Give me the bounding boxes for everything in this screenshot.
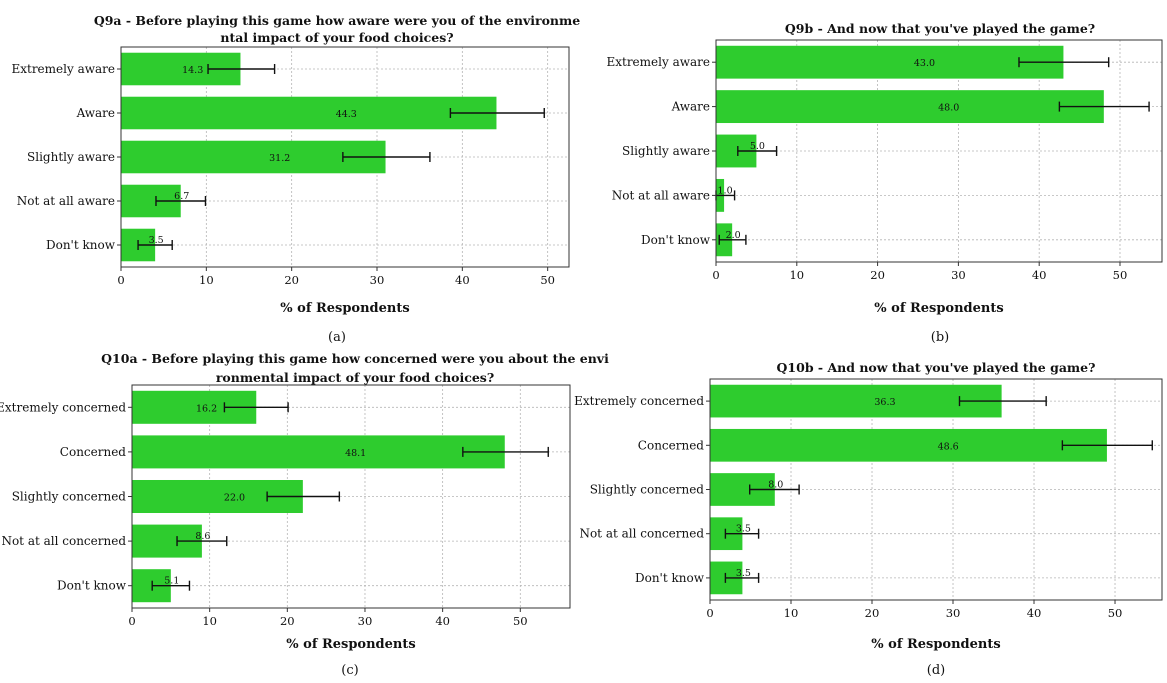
x-axis-label: % of Respondents xyxy=(286,637,415,652)
bar xyxy=(716,45,1064,79)
value-label: 8.0 xyxy=(768,480,783,491)
bar xyxy=(716,90,1104,124)
chart-title-line: ntal impact of your food choices? xyxy=(220,30,453,45)
panel-caption: (a) xyxy=(328,330,346,345)
category-label: Don't know xyxy=(46,238,116,252)
category-label: Slightly concerned xyxy=(590,483,705,497)
value-label: 1.0 xyxy=(718,185,733,196)
x-tick-label: 50 xyxy=(1108,606,1123,620)
x-tick-label: 50 xyxy=(1113,268,1128,282)
chart-panel-3: Q10b - And now that you've played the ga… xyxy=(574,360,1163,678)
x-tick-label: 40 xyxy=(1027,606,1042,620)
chart-title-line: Q10b - And now that you've played the ga… xyxy=(777,360,1096,375)
x-tick-label: 30 xyxy=(358,614,373,628)
value-label: 5.1 xyxy=(164,576,179,587)
plot-frame xyxy=(715,39,1163,263)
value-label: 43.0 xyxy=(914,58,935,69)
x-tick-label: 10 xyxy=(202,614,217,628)
x-tick-label: 30 xyxy=(946,606,961,620)
value-label: 48.0 xyxy=(938,103,959,114)
x-tick-label: 50 xyxy=(540,273,555,287)
value-label: 2.0 xyxy=(726,230,741,241)
value-label: 36.3 xyxy=(874,397,895,408)
category-label: Extremely aware xyxy=(606,55,710,69)
x-tick-label: 20 xyxy=(280,614,295,628)
category-label: Concerned xyxy=(60,445,127,459)
chart-panel-1: Q9b - And now that you've played the gam… xyxy=(606,21,1163,345)
category-label: Don't know xyxy=(57,579,127,593)
plot-frame xyxy=(120,46,570,268)
bar xyxy=(710,384,1002,418)
chart-title-line: Q10a - Before playing this game how conc… xyxy=(101,351,609,366)
value-label: 22.0 xyxy=(224,493,245,504)
category-label: Extremely concerned xyxy=(0,400,126,414)
bar xyxy=(121,96,497,130)
value-label: 8.6 xyxy=(195,531,210,542)
value-label: 3.5 xyxy=(736,524,751,535)
plot-frame xyxy=(709,378,1163,601)
x-tick-label: 20 xyxy=(284,273,299,287)
x-axis-label: % of Respondents xyxy=(871,637,1000,652)
value-label: 48.6 xyxy=(938,441,959,452)
panel-caption: (c) xyxy=(341,663,358,678)
x-tick-label: 10 xyxy=(199,273,214,287)
category-label: Not at all aware xyxy=(612,188,710,202)
x-tick-label: 30 xyxy=(951,268,966,282)
category-label: Don't know xyxy=(635,571,705,585)
value-label: 5.0 xyxy=(750,141,765,152)
chart-title-line: ronmental impact of your food choices? xyxy=(216,370,494,385)
x-tick-label: 0 xyxy=(706,606,713,620)
category-label: Aware xyxy=(671,100,710,114)
x-tick-label: 0 xyxy=(117,273,124,287)
x-tick-label: 10 xyxy=(789,268,804,282)
chart-panel-2: Q10a - Before playing this game how conc… xyxy=(0,351,609,678)
x-tick-label: 20 xyxy=(870,268,885,282)
value-label: 44.3 xyxy=(336,109,357,120)
x-tick-label: 0 xyxy=(128,614,135,628)
chart-panel-0: Q9a - Before playing this game how aware… xyxy=(11,13,580,345)
category-label: Extremely concerned xyxy=(574,394,704,408)
x-tick-label: 0 xyxy=(712,268,719,282)
x-tick-label: 10 xyxy=(784,606,799,620)
panel-caption: (d) xyxy=(927,663,945,678)
category-label: Not at all concerned xyxy=(1,534,126,548)
x-tick-label: 30 xyxy=(370,273,385,287)
bar xyxy=(710,428,1107,462)
x-axis-label: % of Respondents xyxy=(280,301,409,316)
x-tick-label: 50 xyxy=(513,614,528,628)
category-label: Slightly concerned xyxy=(12,490,127,504)
x-tick-label: 20 xyxy=(865,606,880,620)
bar xyxy=(121,140,386,174)
value-label: 16.2 xyxy=(196,403,217,414)
value-label: 48.1 xyxy=(345,448,366,459)
category-label: Slightly aware xyxy=(622,144,710,158)
x-axis-label: % of Respondents xyxy=(874,301,1003,316)
chart-title-line: Q9b - And now that you've played the gam… xyxy=(785,21,1095,36)
category-label: Concerned xyxy=(638,438,705,452)
category-label: Not at all concerned xyxy=(579,527,704,541)
x-tick-label: 40 xyxy=(435,614,450,628)
category-label: Not at all aware xyxy=(17,194,115,208)
value-label: 14.3 xyxy=(182,65,203,76)
category-label: Don't know xyxy=(641,233,711,247)
plot-frame xyxy=(131,384,571,609)
value-label: 3.5 xyxy=(736,568,751,579)
panel-caption: (b) xyxy=(931,330,949,345)
bar xyxy=(132,435,505,469)
value-label: 3.5 xyxy=(149,235,164,246)
chart-title-line: Q9a - Before playing this game how aware… xyxy=(94,13,580,28)
value-label: 6.7 xyxy=(174,191,189,202)
x-tick-label: 40 xyxy=(1032,268,1047,282)
category-label: Slightly aware xyxy=(27,150,115,164)
x-tick-label: 40 xyxy=(455,273,470,287)
category-label: Aware xyxy=(76,106,115,120)
value-label: 31.2 xyxy=(269,153,290,164)
category-label: Extremely aware xyxy=(11,62,115,76)
